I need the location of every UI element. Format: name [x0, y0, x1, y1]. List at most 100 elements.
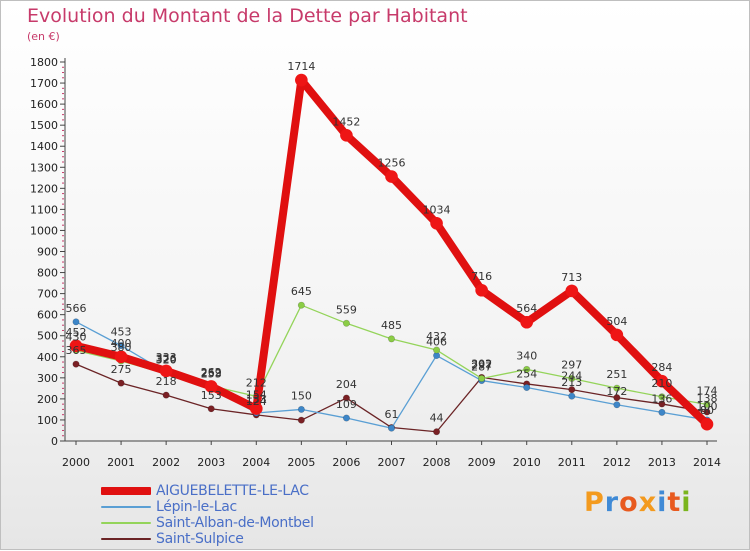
- data-point: [249, 402, 263, 415]
- data-label: 559: [336, 303, 357, 316]
- data-label: 1034: [423, 203, 451, 216]
- data-label: 172: [606, 385, 627, 398]
- data-point: [342, 394, 350, 402]
- data-point: [520, 315, 534, 329]
- data-label: 406: [426, 336, 447, 349]
- data-label: 302: [471, 357, 492, 370]
- legend-swatch: [101, 538, 151, 540]
- legend-label: Lépin-le-Lac: [156, 499, 237, 515]
- legend: AIGUEBELETTE-LE-LAC Lépin-le-Lac Saint-Alb…: [101, 483, 361, 547]
- data-label: 244: [561, 370, 582, 383]
- data-label: 133: [246, 393, 267, 406]
- data-point: [117, 342, 125, 350]
- data-label: 213: [561, 376, 582, 389]
- data-point: [162, 391, 170, 399]
- x-tick-label: 2002: [152, 456, 180, 469]
- x-tick-label: 2007: [378, 456, 406, 469]
- data-point: [295, 73, 308, 87]
- data-label: 453: [111, 326, 132, 339]
- data-label: 1256: [378, 157, 406, 170]
- x-tick-label: 2001: [107, 456, 135, 469]
- data-label: 262: [201, 366, 222, 379]
- data-label: 430: [66, 330, 87, 343]
- data-point: [658, 400, 666, 408]
- y-tick-label: 800: [37, 267, 58, 280]
- data-point: [117, 379, 125, 387]
- data-point: [658, 393, 666, 401]
- x-tick-label: 2008: [423, 456, 451, 469]
- y-tick-label: 900: [37, 246, 58, 259]
- data-label: 174: [697, 384, 718, 397]
- data-point: [114, 350, 128, 364]
- data-label: 109: [336, 398, 357, 411]
- data-label: 138: [697, 392, 718, 405]
- x-tick-label: 2011: [558, 456, 586, 469]
- data-label: 1452: [332, 115, 360, 128]
- data-label: 340: [516, 349, 537, 362]
- data-label: 566: [66, 302, 87, 315]
- y-tick-label: 600: [37, 309, 58, 322]
- data-point: [69, 339, 83, 353]
- data-point: [703, 400, 711, 408]
- data-label: 716: [471, 270, 492, 283]
- data-point: [297, 301, 305, 309]
- data-point: [342, 319, 350, 327]
- legend-item: AIGUEBELETTE-LE-LAC: [101, 483, 361, 499]
- data-label: 44: [430, 412, 444, 425]
- data-point: [565, 284, 579, 298]
- y-tick-label: 1500: [30, 119, 58, 132]
- data-point: [342, 414, 350, 422]
- data-label: 253: [201, 368, 222, 381]
- data-point: [475, 283, 488, 297]
- legend-label: AIGUEBELETTE-LE-LAC: [156, 483, 309, 499]
- data-label: 365: [66, 344, 87, 357]
- y-tick-label: 700: [37, 288, 58, 301]
- x-tick-label: 2013: [648, 456, 676, 469]
- data-point: [610, 328, 624, 342]
- data-point: [568, 392, 576, 400]
- data-label: 204: [336, 378, 357, 391]
- y-tick-label: 1600: [30, 98, 58, 111]
- data-point: [523, 384, 531, 392]
- data-label: 61: [385, 408, 399, 421]
- data-label: 1714: [287, 60, 315, 73]
- data-label: 297: [561, 358, 582, 371]
- data-point: [568, 374, 576, 382]
- data-point: [433, 346, 441, 354]
- brand-letter: i: [657, 487, 668, 518]
- data-point: [478, 374, 486, 382]
- data-label: 218: [156, 375, 177, 388]
- data-label: 333: [156, 351, 177, 364]
- chart-title: Evolution du Montant de la Dette par Hab…: [27, 5, 468, 27]
- y-tick-label: 400: [37, 351, 58, 364]
- data-label: 326: [156, 352, 177, 365]
- data-label: 153: [201, 389, 222, 402]
- data-label: 432: [426, 330, 447, 343]
- data-label: 297: [471, 358, 492, 371]
- x-tick-label: 2006: [332, 456, 360, 469]
- data-point: [568, 386, 576, 394]
- y-tick-label: 200: [37, 393, 58, 406]
- y-tick-label: 1200: [30, 182, 58, 195]
- brand-letter: r: [604, 487, 620, 518]
- brand-letter: o: [619, 487, 639, 518]
- legend-label: Saint-Alban-de-Montbel: [156, 515, 314, 531]
- brand-letter: i: [681, 487, 692, 518]
- x-tick-label: 2005: [287, 456, 315, 469]
- data-label: 380: [111, 341, 132, 354]
- x-tick-label: 2003: [197, 456, 225, 469]
- data-label: 251: [606, 368, 627, 381]
- data-point: [385, 170, 398, 183]
- y-tick-label: 1000: [30, 224, 58, 237]
- axes: 0 100 200 300 400 500 600 700 800 900 1000 1100 1200…: [30, 56, 721, 469]
- y-tick-label: 500: [37, 330, 58, 343]
- data-label: 100: [697, 400, 718, 413]
- data-label: 452: [66, 326, 87, 339]
- data-label: 150: [291, 389, 312, 402]
- data-point: [523, 365, 531, 373]
- x-tick-label: 2000: [62, 456, 90, 469]
- data-point: [613, 401, 621, 409]
- data-label: 400: [111, 337, 132, 350]
- data-point: [703, 408, 711, 416]
